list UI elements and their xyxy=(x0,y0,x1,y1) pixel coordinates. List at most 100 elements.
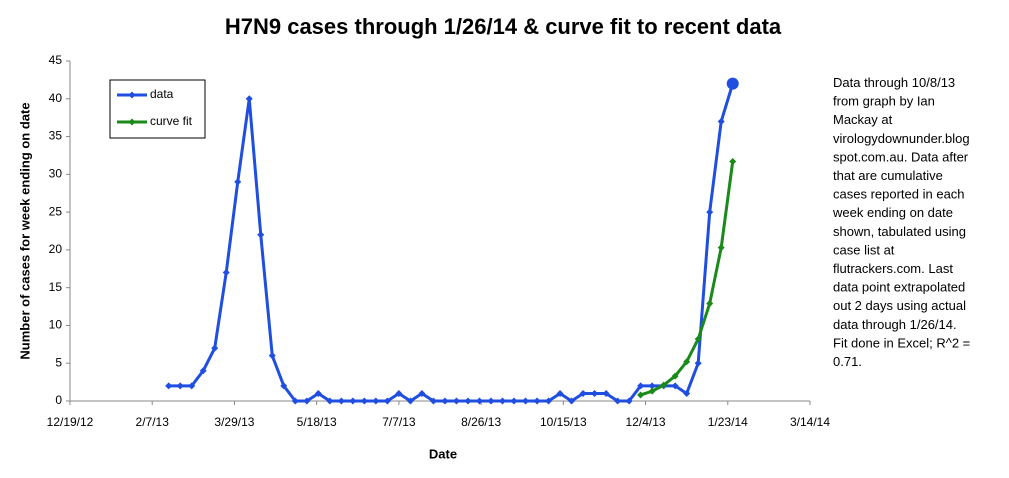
point xyxy=(383,397,391,405)
y-tick-label: 5 xyxy=(55,355,62,369)
point xyxy=(498,397,506,405)
x-tick-label: 5/18/13 xyxy=(297,415,337,429)
point xyxy=(418,389,426,397)
x-tick-label: 8/26/13 xyxy=(461,415,501,429)
point xyxy=(522,397,530,405)
point xyxy=(464,397,472,405)
x-axis-label: Date xyxy=(429,446,457,461)
series-line xyxy=(168,83,735,403)
point xyxy=(729,157,737,165)
annotation-line: out 2 days using actual xyxy=(833,298,966,313)
point xyxy=(510,397,518,405)
annotation-line: Fit done in Excel; R^2 = xyxy=(833,335,970,350)
annotation-line: virologydownunder.blog xyxy=(833,131,970,146)
point xyxy=(568,397,576,405)
annotation-line: Data through 10/8/13 xyxy=(833,75,955,90)
point xyxy=(694,359,702,367)
point xyxy=(637,382,645,390)
point xyxy=(614,397,622,405)
point xyxy=(717,117,725,125)
point xyxy=(165,382,173,390)
y-tick-label: 20 xyxy=(49,242,63,256)
chart-title: H7N9 cases through 1/26/14 & curve fit t… xyxy=(225,14,782,39)
point xyxy=(326,397,334,405)
point xyxy=(556,389,564,397)
y-tick-label: 40 xyxy=(49,91,63,105)
annotation-line: case list at xyxy=(833,242,895,257)
x-tick-label: 1/23/14 xyxy=(708,415,748,429)
point xyxy=(579,389,587,397)
x-tick-label: 7/7/13 xyxy=(382,415,416,429)
point xyxy=(245,95,253,103)
point xyxy=(234,178,242,186)
y-tick-label: 25 xyxy=(49,204,63,218)
x-tick-label: 3/14/14 xyxy=(790,415,830,429)
point xyxy=(602,389,610,397)
point xyxy=(637,391,645,399)
y-tick-label: 0 xyxy=(55,393,62,407)
annotation-line: Mackay at xyxy=(833,112,893,127)
point xyxy=(452,397,460,405)
point xyxy=(360,397,368,405)
legend-label: curve fit xyxy=(150,114,193,128)
point xyxy=(406,397,414,405)
y-tick-label: 30 xyxy=(49,167,63,181)
point xyxy=(257,231,265,239)
point xyxy=(648,387,656,395)
point xyxy=(268,352,276,360)
point xyxy=(683,389,691,397)
point xyxy=(199,367,207,375)
y-tick-label: 15 xyxy=(49,280,63,294)
x-tick-label: 12/19/12 xyxy=(47,415,94,429)
point xyxy=(717,244,725,252)
point xyxy=(545,397,553,405)
point xyxy=(395,389,403,397)
point xyxy=(222,269,230,277)
point xyxy=(591,389,599,397)
point xyxy=(188,382,196,390)
y-tick-label: 45 xyxy=(49,53,63,67)
point xyxy=(487,397,495,405)
y-tick-label: 10 xyxy=(49,318,63,332)
point xyxy=(211,344,219,352)
y-tick-label: 35 xyxy=(49,129,63,143)
x-tick-label: 10/15/13 xyxy=(540,415,587,429)
annotation-line: data through 1/26/14. xyxy=(833,317,957,332)
point xyxy=(176,382,184,390)
point xyxy=(372,397,380,405)
point xyxy=(475,397,483,405)
legend-box xyxy=(109,79,206,139)
point xyxy=(291,397,299,405)
x-tick-label: 3/29/13 xyxy=(214,415,254,429)
point xyxy=(441,397,449,405)
x-tick-label: 12/4/13 xyxy=(626,415,666,429)
point xyxy=(706,300,714,308)
point xyxy=(660,381,668,389)
annotation-line: flutrackers.com. Last xyxy=(833,261,953,276)
legend-marker xyxy=(128,118,136,126)
point xyxy=(648,382,656,390)
point xyxy=(694,335,702,343)
point xyxy=(314,389,322,397)
legend-marker xyxy=(128,91,136,99)
point xyxy=(726,77,739,90)
point xyxy=(429,397,437,405)
y-axis-label: Number of cases for week ending on date xyxy=(17,102,32,359)
annotation-line: from graph by Ian xyxy=(833,94,935,109)
point xyxy=(337,397,345,405)
annotation-line: spot.com.au. Data after xyxy=(833,149,969,164)
point xyxy=(671,372,679,380)
annotation-line: cases reported in each xyxy=(833,187,965,202)
point xyxy=(533,397,541,405)
point xyxy=(671,382,679,390)
x-tick-label: 2/7/13 xyxy=(136,415,170,429)
annotation-line: data point extrapolated xyxy=(833,280,965,295)
point xyxy=(706,208,714,216)
annotation-line: 0.71. xyxy=(833,354,862,369)
point xyxy=(303,397,311,405)
legend-label: data xyxy=(150,87,174,101)
point xyxy=(683,358,691,366)
annotation-line: shown, tabulated using xyxy=(833,224,966,239)
point xyxy=(625,397,633,405)
